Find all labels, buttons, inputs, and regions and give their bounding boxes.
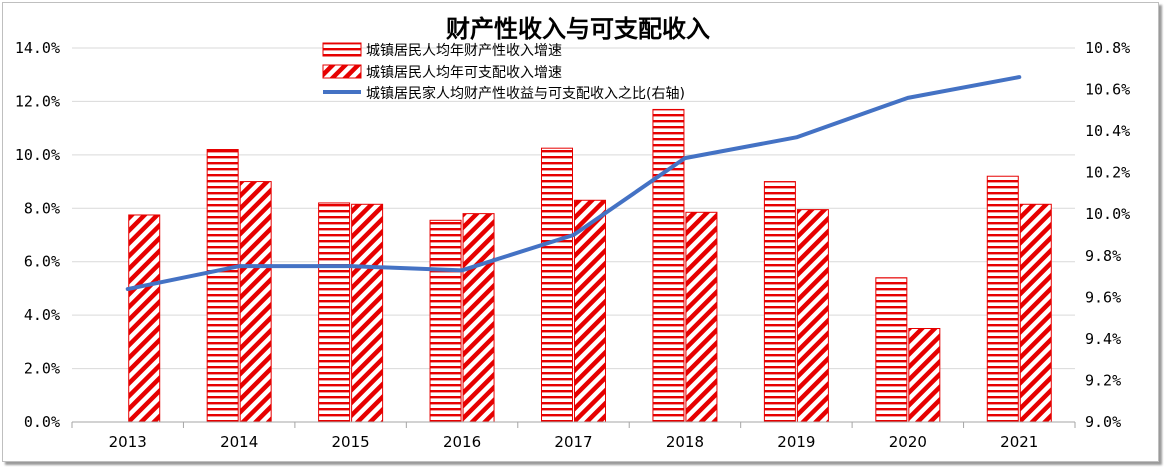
x-tick-label: 2015 <box>332 433 370 451</box>
x-tick-label: 2019 <box>777 433 815 451</box>
y-left-tick-label: 6.0% <box>24 253 60 271</box>
legend-item-ratio-line: 城镇居民家人均财产性收益与可支配收入之比(右轴) <box>323 85 685 102</box>
y-right-tick-label: 9.8% <box>1085 247 1121 265</box>
bar-disposable-income-growth <box>574 199 606 423</box>
x-tick-label: 2013 <box>109 433 147 451</box>
legend-item-property-income-growth: 城镇居民人均年财产性收入增速 <box>322 42 562 59</box>
y-right-tick-label: 10.6% <box>1085 81 1130 99</box>
legend-label: 城镇居民人均年可支配收入增速 <box>366 65 562 81</box>
legend-item-disposable-income-growth: 城镇居民人均年可支配收入增速 <box>322 64 562 81</box>
ratio-line <box>125 75 1022 292</box>
bar-disposable-income-growth <box>685 211 718 423</box>
x-tick-label: 2016 <box>443 433 481 451</box>
bar-property-income-growth <box>986 175 1019 423</box>
bar-disposable-income-growth <box>796 209 829 423</box>
gridlines <box>72 47 1075 370</box>
y-left-tick-label: 10.0% <box>15 146 60 164</box>
y-left-tick-label: 2.0% <box>24 360 60 378</box>
bars <box>128 108 1052 423</box>
legend-label: 城镇居民人均年财产性收入增速 <box>366 43 562 59</box>
x-tick-label: 2014 <box>220 433 258 451</box>
bar-property-income-growth <box>763 181 796 423</box>
y-right-tick-label: 10.4% <box>1085 122 1130 140</box>
legend-swatch-diagonal-stripes <box>322 64 362 79</box>
y-left-tick-label: 4.0% <box>24 306 60 324</box>
bar-disposable-income-growth <box>462 213 495 423</box>
legend-swatch-horizontal-stripes <box>322 42 362 57</box>
bar-property-income-growth <box>206 149 239 423</box>
y-right-tick-label: 9.4% <box>1085 330 1121 348</box>
bar-disposable-income-growth <box>908 328 941 423</box>
y-left-tick-label: 0.0% <box>24 413 60 431</box>
y-right-tick-label: 10.0% <box>1085 205 1130 223</box>
y-right-tick-label: 10.2% <box>1085 164 1130 182</box>
bar-disposable-income-growth <box>1019 203 1052 423</box>
bar-property-income-growth <box>429 219 462 423</box>
bar-property-income-growth <box>541 147 573 423</box>
y-right-tick-label: 9.0% <box>1085 413 1121 431</box>
legend-label: 城镇居民家人均财产性收益与可支配收入之比(右轴) <box>366 85 685 102</box>
y-right-tick-label: 9.2% <box>1085 371 1121 389</box>
y-right-tick-label: 9.6% <box>1085 288 1121 306</box>
y-right-tick-label: 10.8% <box>1085 39 1130 57</box>
bar-property-income-growth <box>875 277 908 423</box>
x-tick-label: 2021 <box>1000 433 1038 451</box>
bar-disposable-income-growth <box>128 214 161 423</box>
y-left-tick-label: 12.0% <box>15 92 60 110</box>
bar-disposable-income-growth <box>239 181 272 423</box>
bar-property-income-growth <box>318 202 351 423</box>
axes: 0.0% 2.0% 4.0% 6.0% 8.0% 10.0% 12.0% 14.0% 9.0% 9… <box>15 39 1130 451</box>
legend: 城镇居民人均年财产性收入增速 城镇居民人均年可支配收入增速 城镇居民家人均财产性… <box>322 42 685 102</box>
bar-property-income-growth <box>652 108 685 423</box>
chart-title: 财产性收入与可支配收入 <box>446 15 710 43</box>
x-tick-label: 2020 <box>889 433 927 451</box>
x-tick-label: 2017 <box>554 433 592 451</box>
y-left-tick-label: 8.0% <box>24 199 60 217</box>
x-tick-label: 2018 <box>666 433 704 451</box>
y-left-tick-label: 14.0% <box>15 39 60 57</box>
bar-disposable-income-growth <box>351 203 384 423</box>
